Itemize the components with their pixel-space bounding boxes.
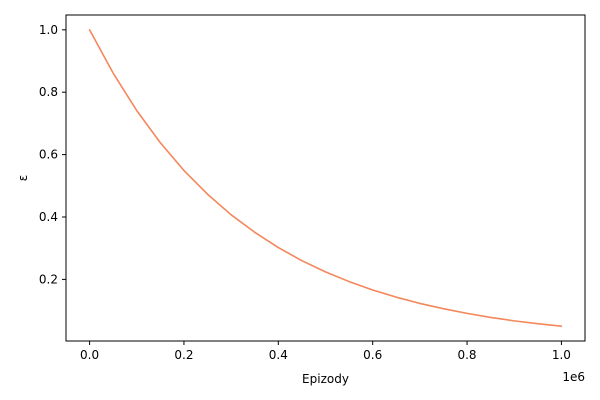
x-tick-label: 0.6	[363, 348, 382, 362]
x-axis-label: Epizody	[302, 372, 349, 386]
x-axis-offset-label: 1e6	[562, 370, 585, 384]
x-tick-label: 0.2	[174, 348, 193, 362]
y-tick-label: 0.2	[39, 272, 58, 286]
x-axis-ticks: 0.0 0.2 0.4 0.6 0.8 1.0	[80, 341, 571, 362]
y-tick-label: 0.6	[39, 148, 58, 162]
y-tick-label: 0.8	[39, 85, 58, 99]
y-axis-label: ε	[16, 175, 30, 182]
x-tick-label: 0.8	[457, 348, 476, 362]
y-tick-label: 1.0	[39, 23, 58, 37]
x-tick-label: 1.0	[552, 348, 571, 362]
x-tick-label: 0.4	[269, 348, 288, 362]
y-axis-ticks: 0.2 0.4 0.6 0.8 1.0	[39, 23, 66, 286]
y-tick-label: 0.4	[39, 210, 58, 224]
plot-layer	[88, 29, 563, 327]
plot-frame	[65, 14, 586, 342]
x-tick-label: 0.0	[80, 348, 99, 362]
epsilon-line-series-0	[88, 29, 563, 327]
